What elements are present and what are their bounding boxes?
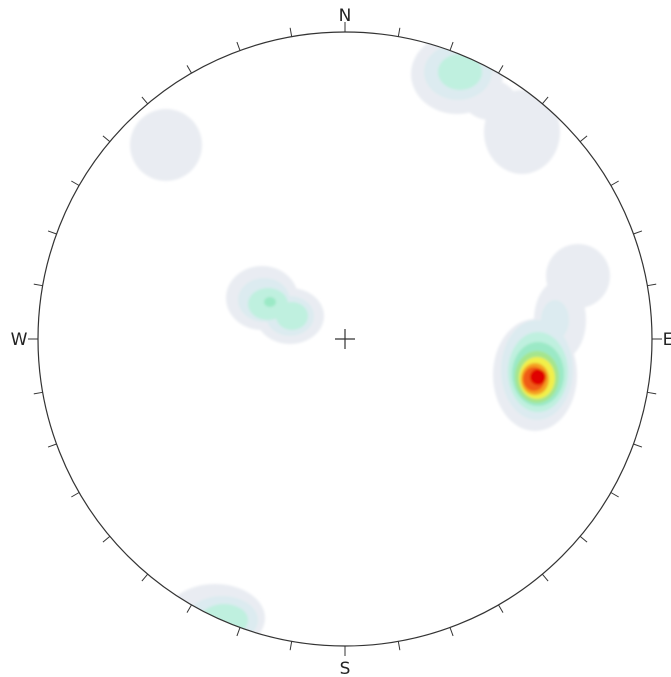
azimuth-tick [236,627,241,637]
azimuth-tick [397,641,401,651]
azimuth-tick [541,96,549,105]
azimuth-tick [647,283,657,287]
azimuth-tick [186,604,192,613]
azimuth-tick [289,27,293,37]
azimuth-tick [102,535,111,543]
azimuth-tick [498,65,504,74]
center-cross [335,329,355,349]
azimuth-tick [186,65,192,74]
contour-cluster-nw [130,109,202,181]
azimuth-tick [102,135,111,143]
azimuth-tick [33,391,43,395]
azimuth-tick [236,41,241,51]
south-label: S [340,659,351,677]
azimuth-tick [633,230,643,235]
density-contours [130,34,610,646]
contour-cluster-ne-upper [411,34,560,174]
azimuth-tick [141,573,149,582]
azimuth-tick [449,627,454,637]
azimuth-tick [647,391,657,395]
azimuth-tick [397,27,401,37]
azimuth-tick [71,180,80,186]
east-label: E [663,330,671,350]
azimuth-tick [141,96,149,105]
azimuth-tick [47,443,57,448]
north-label: N [339,6,352,26]
azimuth-tick [579,135,588,143]
azimuth-tick [541,573,549,582]
azimuth-tick [289,641,293,651]
azimuth-tick [449,41,454,51]
contour-cluster-center-west [226,266,324,344]
contour-cluster-east [493,244,610,431]
azimuth-tick [610,492,619,498]
west-label: W [11,330,28,350]
azimuth-tick [633,443,643,448]
azimuth-tick [610,180,619,186]
azimuth-tick [498,604,504,613]
azimuth-tick [47,230,57,235]
contour-cluster-sw [165,584,265,646]
azimuth-tick [579,535,588,543]
azimuth-tick [71,492,80,498]
azimuth-ticks [28,22,662,656]
azimuth-tick [33,283,43,287]
